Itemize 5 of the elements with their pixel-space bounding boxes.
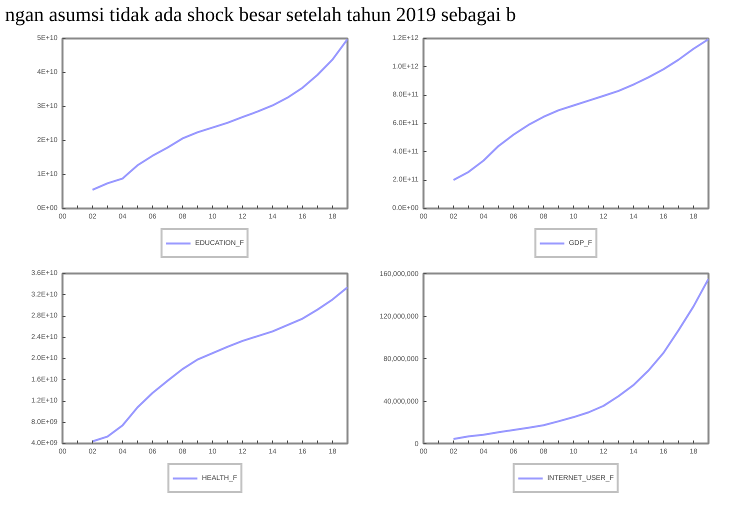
text: ngan asumsi tidak ada shock besar setelah tahun 2019 sebagai b xyxy=(5,4,516,26)
line-series xyxy=(92,286,348,442)
line-series xyxy=(452,278,708,440)
line-series xyxy=(452,38,708,182)
line-series xyxy=(92,38,348,191)
